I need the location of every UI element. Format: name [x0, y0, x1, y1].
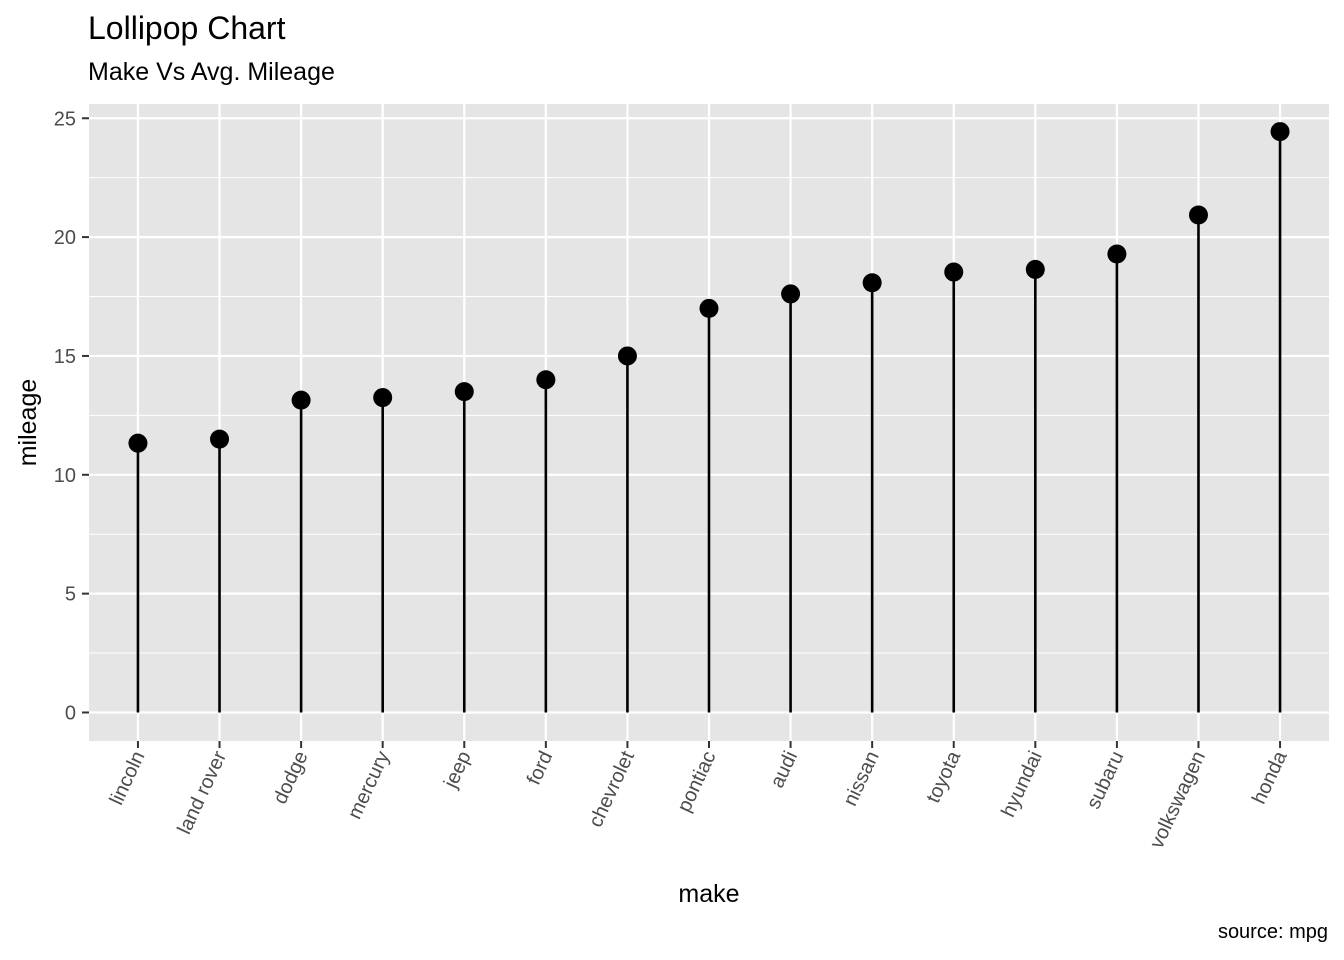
- y-tick-label: 15: [54, 346, 76, 368]
- lollipop-point: [781, 284, 801, 304]
- x-tick-label: pontiac: [673, 748, 720, 816]
- lollipop-point: [699, 298, 719, 318]
- x-tick-label: land rover: [174, 748, 232, 838]
- lollipop-point: [1107, 244, 1127, 264]
- y-axis: 0 5 10 15 20 25: [54, 108, 89, 724]
- lollipop-point: [1270, 122, 1290, 142]
- lollipop-point: [617, 346, 637, 366]
- x-tick-label: hyundai: [997, 748, 1047, 821]
- x-tick-label: lincoln: [106, 748, 150, 809]
- x-axis-title: make: [678, 880, 739, 908]
- x-tick-label: jeep: [439, 748, 475, 792]
- y-tick-label: 5: [65, 584, 76, 606]
- x-tick-label: ford: [523, 748, 558, 789]
- y-tick-label: 10: [54, 465, 76, 487]
- y-tick-label: 0: [65, 702, 76, 724]
- y-tick-label: 20: [54, 227, 76, 249]
- lollipop-point: [291, 390, 311, 410]
- lollipop-point: [944, 262, 964, 282]
- lollipop-stems: [136, 131, 1282, 713]
- x-tick-label: subaru: [1083, 748, 1129, 813]
- chart-caption: source: mpg: [1217, 921, 1328, 943]
- x-tick-label: audi: [766, 748, 802, 792]
- lollipop-point: [210, 429, 230, 449]
- chart-title: Lollipop Chart: [88, 10, 286, 46]
- x-tick-label: honda: [1248, 747, 1292, 807]
- x-tick-label: chevrolet: [585, 747, 639, 830]
- lollipop-point: [536, 370, 556, 390]
- chart-subtitle: Make Vs Avg. Mileage: [88, 58, 335, 86]
- x-tick-label: mercury: [344, 748, 394, 823]
- x-tick-label: dodge: [269, 748, 312, 808]
- lollipop-point: [1188, 205, 1208, 225]
- lollipop-point: [862, 273, 882, 293]
- x-tick-label: volkswagen: [1146, 748, 1210, 852]
- lollipop-point: [454, 382, 474, 402]
- lollipop-point: [1025, 259, 1045, 279]
- lollipop-point: [128, 433, 148, 453]
- lollipop-points: [128, 122, 1290, 453]
- lollipop-point: [373, 388, 393, 408]
- x-axis: lincoln land rover dodge mercury jeep ford che…: [106, 741, 1292, 852]
- y-axis-title: mileage: [14, 379, 42, 467]
- y-tick-label: 25: [54, 108, 76, 130]
- x-tick-label: toyota: [922, 747, 965, 806]
- x-tick-label: nissan: [839, 748, 883, 810]
